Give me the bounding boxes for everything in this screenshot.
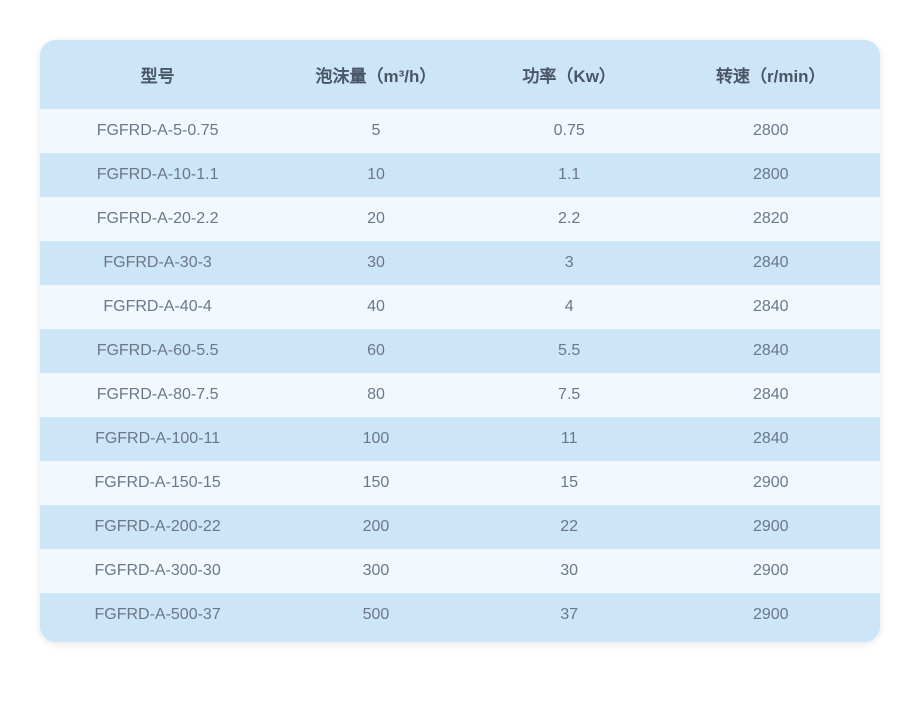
cell-model: FGFRD-A-100-11 [40,417,275,461]
cell-foam: 500 [275,593,477,642]
cell-foam: 5 [275,109,477,153]
cell-foam: 80 [275,373,477,417]
table-row: FGFRD-A-40-44042840 [40,285,880,329]
cell-speed: 2820 [662,197,880,241]
table-row: FGFRD-A-100-11100112840 [40,417,880,461]
spec-table: 型号泡沫量（m³/h）功率（Kw）转速（r/min） FGFRD-A-5-0.7… [40,40,880,642]
cell-foam: 40 [275,285,477,329]
table-row: FGFRD-A-60-5.5605.52840 [40,329,880,373]
table-row: FGFRD-A-300-30300302900 [40,549,880,593]
cell-model: FGFRD-A-5-0.75 [40,109,275,153]
cell-foam: 200 [275,505,477,549]
cell-model: FGFRD-A-200-22 [40,505,275,549]
cell-foam: 10 [275,153,477,197]
cell-power: 30 [477,549,662,593]
table-row: FGFRD-A-200-22200222900 [40,505,880,549]
cell-speed: 2840 [662,241,880,285]
cell-speed: 2900 [662,505,880,549]
cell-speed: 2900 [662,461,880,505]
table-row: FGFRD-A-10-1.1101.12800 [40,153,880,197]
cell-model: FGFRD-A-30-3 [40,241,275,285]
cell-model: FGFRD-A-40-4 [40,285,275,329]
spec-table-container: 型号泡沫量（m³/h）功率（Kw）转速（r/min） FGFRD-A-5-0.7… [40,40,880,642]
table-body: FGFRD-A-5-0.7550.752800FGFRD-A-10-1.1101… [40,109,880,642]
cell-foam: 300 [275,549,477,593]
column-header-power: 功率（Kw） [477,40,662,109]
cell-power: 3 [477,241,662,285]
table-row: FGFRD-A-500-37500372900 [40,593,880,642]
cell-speed: 2800 [662,153,880,197]
table-row: FGFRD-A-150-15150152900 [40,461,880,505]
cell-foam: 60 [275,329,477,373]
table-header: 型号泡沫量（m³/h）功率（Kw）转速（r/min） [40,40,880,109]
cell-model: FGFRD-A-10-1.1 [40,153,275,197]
cell-power: 5.5 [477,329,662,373]
table-row: FGFRD-A-5-0.7550.752800 [40,109,880,153]
cell-power: 11 [477,417,662,461]
cell-model: FGFRD-A-20-2.2 [40,197,275,241]
cell-model: FGFRD-A-150-15 [40,461,275,505]
cell-power: 0.75 [477,109,662,153]
column-header-foam: 泡沫量（m³/h） [275,40,477,109]
cell-power: 15 [477,461,662,505]
cell-foam: 30 [275,241,477,285]
cell-speed: 2900 [662,593,880,642]
cell-model: FGFRD-A-60-5.5 [40,329,275,373]
cell-power: 7.5 [477,373,662,417]
column-header-speed: 转速（r/min） [662,40,880,109]
cell-speed: 2800 [662,109,880,153]
table-row: FGFRD-A-30-33032840 [40,241,880,285]
cell-power: 22 [477,505,662,549]
cell-model: FGFRD-A-80-7.5 [40,373,275,417]
cell-model: FGFRD-A-500-37 [40,593,275,642]
cell-power: 2.2 [477,197,662,241]
cell-speed: 2840 [662,329,880,373]
cell-speed: 2840 [662,373,880,417]
header-row: 型号泡沫量（m³/h）功率（Kw）转速（r/min） [40,40,880,109]
cell-speed: 2840 [662,417,880,461]
table-row: FGFRD-A-20-2.2202.22820 [40,197,880,241]
table-row: FGFRD-A-80-7.5807.52840 [40,373,880,417]
cell-power: 37 [477,593,662,642]
column-header-model: 型号 [40,40,275,109]
cell-power: 4 [477,285,662,329]
cell-model: FGFRD-A-300-30 [40,549,275,593]
cell-speed: 2840 [662,285,880,329]
cell-power: 1.1 [477,153,662,197]
cell-foam: 150 [275,461,477,505]
cell-foam: 100 [275,417,477,461]
cell-speed: 2900 [662,549,880,593]
cell-foam: 20 [275,197,477,241]
